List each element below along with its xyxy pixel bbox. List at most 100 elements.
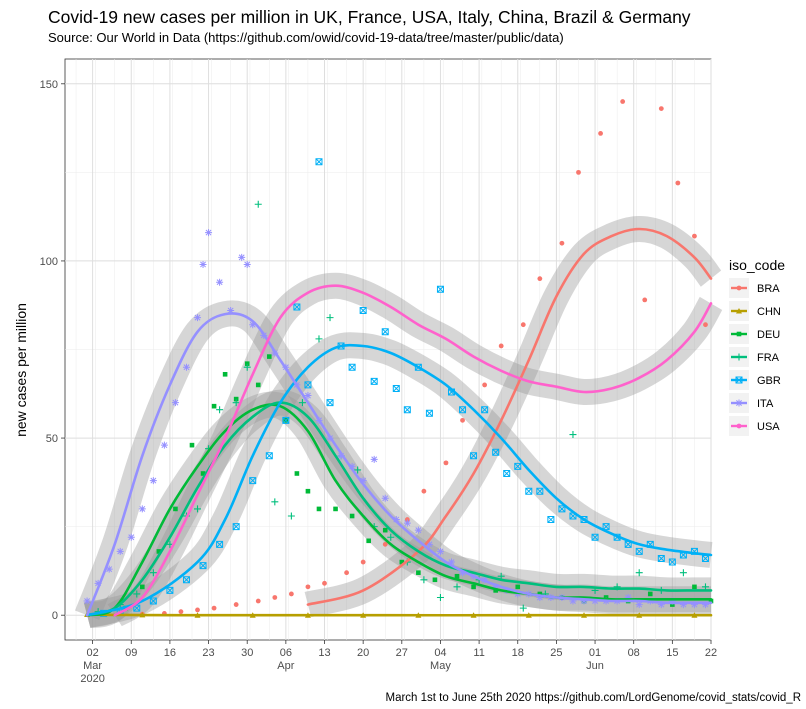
point-ita [94, 579, 102, 587]
x-tick-label: 20 [357, 647, 369, 659]
y-tick-label: 0 [52, 610, 58, 622]
point-deu [382, 527, 388, 533]
point-ita [624, 593, 632, 601]
point-gbr [182, 576, 190, 584]
smooth-line-gbr [85, 343, 713, 617]
point-gbr [304, 381, 312, 389]
point-bra [233, 602, 239, 607]
point-ita [425, 540, 433, 548]
point-bra [520, 322, 526, 328]
point-ita [171, 399, 179, 407]
x-axis: 02 09 16 23 30 06 13 20 27 04 11 18 25 01 08 15 22 Mar202… [80, 640, 717, 685]
point-bra [322, 580, 327, 586]
point-bra [482, 382, 488, 388]
x-month-label: Mar [83, 660, 102, 672]
legend-label-bra: BRA [757, 283, 780, 295]
point-ita [337, 452, 345, 460]
point-fra [287, 512, 295, 520]
point-deu [537, 591, 543, 597]
point-bra [460, 417, 465, 423]
point-gbr [558, 505, 566, 513]
point-fra [354, 466, 362, 474]
point-ita [459, 569, 467, 577]
point-fra [232, 399, 240, 407]
point-fra [254, 200, 262, 208]
x-month-label: 2020 [80, 673, 104, 685]
point-ita [205, 229, 213, 237]
smooth-line-deu [85, 403, 713, 617]
point-gbr [166, 586, 174, 594]
point-gbr [199, 562, 207, 570]
point-deu [173, 506, 178, 512]
point-fra [216, 406, 224, 414]
point-ita [138, 505, 146, 513]
point-fra [519, 604, 527, 612]
point-gbr [381, 328, 389, 336]
x-tick-label: 06 [280, 647, 292, 659]
point-bra [344, 570, 349, 576]
point-ita [199, 260, 207, 268]
legend-label-usa: USA [757, 421, 780, 433]
point-ita [668, 597, 676, 605]
x-tick-label: 08 [628, 647, 640, 659]
point-fra [271, 498, 279, 506]
point-fra [679, 569, 687, 577]
point-fra [387, 533, 395, 541]
legend-marker [736, 423, 742, 429]
point-bra [537, 276, 543, 282]
point-deu [305, 488, 311, 494]
point-bra [598, 130, 603, 136]
x-tick-label: 18 [512, 647, 524, 659]
smooth-line-ita [85, 312, 713, 617]
point-bra [692, 233, 697, 239]
point-gbr [249, 477, 257, 485]
point-ita [182, 363, 190, 371]
x-tick-label: 22 [705, 647, 717, 659]
point-ita [83, 597, 91, 605]
point-ita [238, 253, 246, 261]
point-fra [194, 505, 202, 513]
legend-marker [735, 399, 743, 407]
x-tick-label: 23 [202, 647, 214, 659]
point-gbr [503, 469, 511, 477]
point-fra [315, 335, 323, 343]
point-bra [255, 598, 261, 604]
point-gbr [149, 597, 157, 605]
point-deu [349, 513, 355, 519]
point-ita [536, 593, 544, 601]
point-deu [708, 598, 714, 604]
point-gbr [591, 533, 599, 541]
point-ita [127, 533, 135, 541]
point-gbr [668, 558, 676, 566]
legend-marker [736, 308, 742, 314]
x-month-label: May [430, 660, 451, 672]
point-gbr [359, 307, 367, 315]
point-gbr [232, 523, 240, 531]
point-ita [392, 516, 400, 524]
point-ita [370, 455, 378, 463]
point-gbr [492, 448, 500, 456]
point-ita [216, 278, 224, 286]
point-ita [105, 565, 113, 573]
legend-marker [736, 331, 742, 337]
point-ita [436, 547, 444, 555]
point-deu [647, 591, 653, 597]
point-deu [222, 371, 228, 377]
point-fra [420, 576, 428, 584]
x-tick-label: 09 [125, 647, 137, 659]
point-ita [381, 494, 389, 502]
point-gbr [547, 516, 555, 524]
point-bra [642, 297, 648, 303]
y-axis: 0 50 100 150 [40, 79, 65, 622]
point-gbr [470, 452, 478, 460]
point-fra [243, 363, 251, 371]
x-month-label: Jun [586, 660, 604, 672]
smooth-line-usa [113, 284, 713, 617]
x-tick-label: 04 [434, 647, 446, 659]
point-deu [266, 354, 272, 359]
legend-label-fra: FRA [757, 352, 780, 364]
point-fra [133, 590, 141, 598]
point-bra [195, 607, 200, 613]
point-deu [416, 570, 421, 575]
